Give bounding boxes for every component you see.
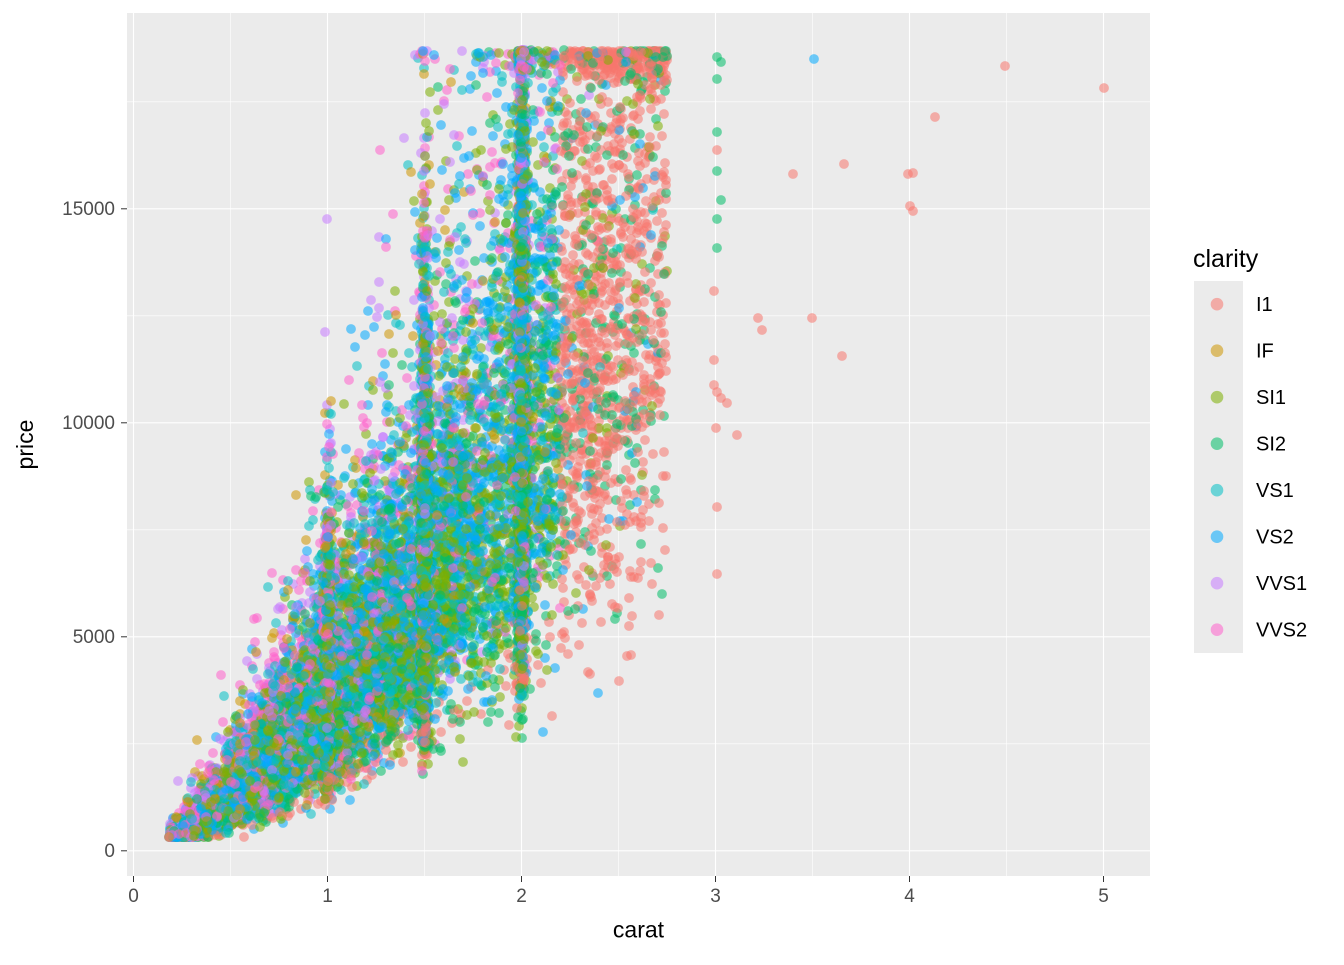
svg-text:3: 3 — [710, 886, 721, 907]
svg-text:5000: 5000 — [73, 627, 115, 648]
svg-text:2: 2 — [516, 886, 527, 907]
svg-text:0: 0 — [104, 841, 115, 862]
svg-text:price: price — [12, 420, 38, 470]
svg-text:VVS2: VVS2 — [1256, 620, 1307, 642]
svg-text:VVS1: VVS1 — [1256, 573, 1307, 595]
svg-text:SI2: SI2 — [1256, 434, 1286, 456]
svg-text:15000: 15000 — [62, 199, 115, 220]
svg-text:carat: carat — [613, 917, 665, 943]
svg-text:IF: IF — [1256, 341, 1274, 363]
svg-text:4: 4 — [904, 886, 915, 907]
svg-text:VS1: VS1 — [1256, 480, 1294, 502]
svg-text:10000: 10000 — [62, 413, 115, 434]
svg-text:1: 1 — [322, 886, 333, 907]
svg-text:0: 0 — [128, 886, 139, 907]
svg-text:SI1: SI1 — [1256, 387, 1286, 409]
svg-text:clarity: clarity — [1193, 245, 1259, 273]
svg-text:VS2: VS2 — [1256, 527, 1294, 549]
svg-text:I1: I1 — [1256, 294, 1273, 316]
svg-text:5: 5 — [1098, 886, 1109, 907]
